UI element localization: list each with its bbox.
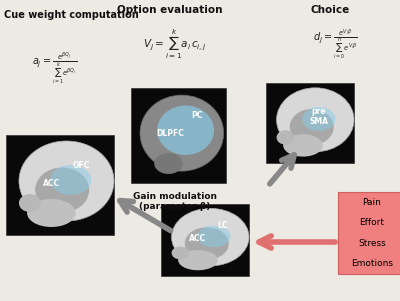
- Text: Stress: Stress: [358, 239, 386, 248]
- Ellipse shape: [283, 134, 323, 157]
- Text: Choice: Choice: [310, 5, 350, 15]
- Text: $V_j = \sum_{i=1}^{k} a_i\, c_{i,j}$: $V_j = \sum_{i=1}^{k} a_i\, c_{i,j}$: [143, 28, 207, 61]
- Text: Pain: Pain: [362, 198, 382, 207]
- FancyBboxPatch shape: [338, 192, 400, 274]
- Text: OFC: OFC: [73, 160, 90, 169]
- Text: Option evaluation: Option evaluation: [117, 5, 223, 15]
- Text: Emotions: Emotions: [351, 259, 393, 268]
- Text: ACC: ACC: [189, 234, 206, 243]
- Ellipse shape: [27, 199, 76, 227]
- Ellipse shape: [19, 141, 114, 221]
- FancyBboxPatch shape: [161, 204, 249, 276]
- FancyBboxPatch shape: [266, 83, 354, 163]
- Text: LC: LC: [217, 221, 228, 230]
- Text: DLPFC: DLPFC: [156, 129, 184, 138]
- FancyBboxPatch shape: [130, 88, 226, 182]
- Text: $a_j = \frac{e^{\beta Q_j}}{\sum_{i=1}^{k} e^{\beta Q_i}}$: $a_j = \frac{e^{\beta Q_j}}{\sum_{i=1}^{…: [32, 52, 78, 86]
- Ellipse shape: [197, 226, 230, 247]
- Ellipse shape: [178, 250, 218, 270]
- Text: pre
SMA: pre SMA: [309, 107, 328, 126]
- Ellipse shape: [19, 194, 40, 212]
- Ellipse shape: [35, 167, 89, 213]
- Ellipse shape: [290, 109, 334, 145]
- FancyBboxPatch shape: [6, 135, 114, 235]
- Ellipse shape: [302, 107, 336, 131]
- Ellipse shape: [157, 106, 214, 155]
- Ellipse shape: [140, 95, 224, 171]
- Text: Effort: Effort: [360, 218, 384, 227]
- Ellipse shape: [276, 88, 354, 152]
- Ellipse shape: [172, 247, 189, 259]
- Text: Gain modulation
(parameter β): Gain modulation (parameter β): [133, 192, 217, 211]
- Text: Cue weight computation: Cue weight computation: [4, 10, 139, 20]
- Ellipse shape: [185, 227, 229, 260]
- Ellipse shape: [276, 130, 294, 144]
- Text: PC: PC: [191, 111, 203, 120]
- Text: $d_j = \frac{e^{V_j \beta}}{\sum_{i=0}^{n} e^{V_i \beta}}$: $d_j = \frac{e^{V_j \beta}}{\sum_{i=0}^{…: [313, 28, 357, 61]
- Ellipse shape: [50, 165, 91, 195]
- Ellipse shape: [154, 153, 183, 174]
- Text: ACC: ACC: [43, 178, 60, 188]
- Ellipse shape: [172, 208, 249, 266]
